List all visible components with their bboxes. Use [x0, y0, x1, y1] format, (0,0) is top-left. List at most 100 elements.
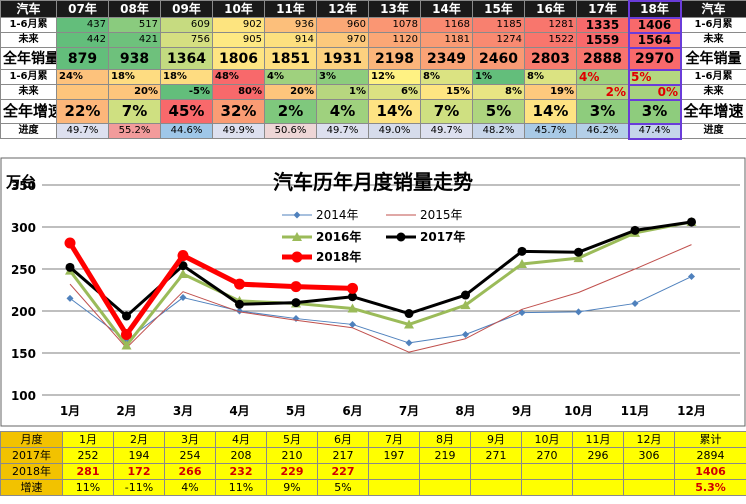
row-label-right: 1-6月累 [680, 69, 746, 85]
data-point [121, 340, 132, 350]
month-header: 累计 [674, 431, 746, 448]
stat-cell: 938 [108, 47, 161, 70]
stat-cell: 4% [316, 99, 369, 124]
stat-cell: 12% [368, 69, 421, 85]
month-cell [623, 479, 675, 496]
month-cell [470, 463, 522, 480]
year-header: 09年 [160, 0, 213, 18]
month-cell: 5% [317, 479, 369, 496]
stat-cell: 442 [56, 32, 109, 48]
row-label-right: 全年销量 [680, 47, 746, 70]
stat-cell: 48.2% [472, 123, 525, 139]
stat-cell: 437 [56, 17, 109, 33]
data-point [65, 262, 75, 272]
series-line [68, 220, 692, 347]
stat-cell: 50.6% [264, 123, 317, 139]
x-tick-label: 1月 [60, 404, 80, 418]
month-cell [368, 479, 420, 496]
month-cell: 210 [266, 447, 318, 464]
month-cell: 1406 [674, 463, 746, 480]
stat-cell: 2198 [368, 47, 421, 70]
data-point [630, 225, 640, 235]
month-cell: 271 [470, 447, 522, 464]
stat-cell: 32% [212, 99, 265, 124]
stat-cell: 1806 [212, 47, 265, 70]
row-label: 2018年 [0, 463, 63, 480]
data-point [348, 292, 357, 302]
year-header: 13年 [368, 0, 421, 18]
year-header: 10年 [212, 0, 265, 18]
month-cell: 208 [215, 447, 267, 464]
data-point [235, 299, 244, 309]
stat-cell: 2460 [472, 47, 525, 70]
year-header: 15年 [472, 0, 525, 18]
stat-cell: 6% [368, 84, 421, 100]
month-cell [521, 463, 573, 480]
series-line [69, 244, 692, 353]
x-tick-label: 2月 [116, 404, 136, 418]
month-cell: 232 [215, 463, 267, 480]
x-tick-label: 9月 [512, 404, 532, 418]
month-header-label: 月度 [0, 431, 63, 448]
data-point [462, 331, 469, 339]
stat-cell: 55.2% [108, 123, 161, 139]
month-cell: 306 [623, 447, 675, 464]
month-cell [623, 463, 675, 480]
stat-cell: 3% [576, 99, 629, 124]
data-point [404, 309, 414, 319]
stat-cell: 1364 [160, 47, 213, 70]
stat-cell: 2970 [627, 46, 682, 71]
stat-cell: 902 [212, 17, 265, 33]
stat-cell: 4% [576, 69, 629, 85]
x-tick-label: 11月 [621, 404, 650, 418]
year-header: 07年 [56, 0, 109, 18]
stat-cell: 756 [160, 32, 213, 48]
stat-cell: 24% [56, 69, 109, 85]
stat-cell: 0% [627, 83, 682, 101]
data-point [178, 261, 188, 271]
month-header: 5月 [266, 431, 318, 448]
y-tick-label: 300 [11, 221, 36, 235]
month-header: 2月 [113, 431, 165, 448]
month-cell [572, 479, 624, 496]
year-header: 18年 [627, 0, 682, 19]
legend-label: 2016年 [316, 229, 361, 244]
data-point [179, 294, 187, 302]
stat-cell: 1559 [576, 32, 629, 48]
row-label: 全年增速 [0, 99, 57, 124]
stat-cell: 1406 [627, 16, 682, 34]
stat-cell: 49.7% [316, 123, 369, 139]
row-label: 增速 [0, 479, 63, 496]
month-cell: 11% [215, 479, 267, 496]
stat-cell: -5% [160, 84, 213, 100]
data-point [517, 246, 527, 256]
stat-cell: 2% [576, 84, 629, 100]
data-point [461, 290, 470, 300]
month-cell [368, 463, 420, 480]
data-point [347, 303, 358, 313]
month-cell: 254 [164, 447, 216, 464]
stat-cell: 46.2% [576, 123, 629, 139]
month-header: 11月 [572, 431, 624, 448]
stat-cell: 1522 [524, 32, 577, 48]
stat-cell: 905 [212, 32, 265, 48]
month-cell [521, 479, 573, 496]
stat-cell: 3% [627, 98, 682, 125]
row-label: 未来 [0, 84, 57, 100]
stat-cell: 1274 [472, 32, 525, 48]
data-point [122, 311, 131, 321]
stat-cell: 1931 [316, 47, 369, 70]
x-tick-label: 12月 [677, 404, 706, 418]
series-line [69, 220, 692, 318]
month-cell: 217 [317, 447, 369, 464]
corner-label-right: 汽车 [680, 0, 746, 18]
data-point [517, 258, 527, 268]
month-cell: 227 [317, 463, 369, 480]
row-label: 未来 [0, 32, 57, 48]
stat-cell: 49.7% [420, 123, 473, 139]
year-header: 17年 [576, 0, 629, 18]
x-tick-label: 3月 [173, 404, 193, 418]
chart-title: 汽车历年月度销量走势 [273, 170, 473, 194]
data-point [64, 237, 76, 249]
data-point [291, 298, 301, 308]
